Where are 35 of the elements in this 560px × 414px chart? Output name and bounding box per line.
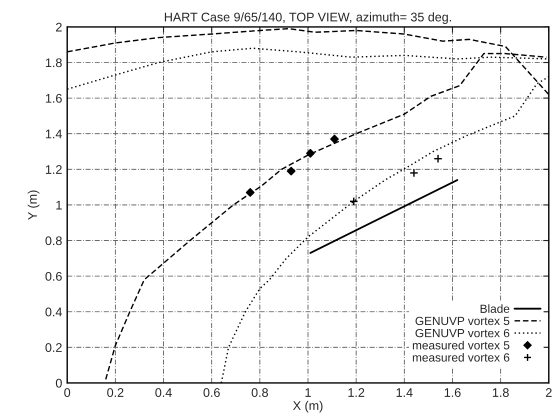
- y-tick-label: 0.4: [45, 308, 62, 316]
- x-tick-label: 1.8: [492, 388, 509, 397]
- y-tick-label: 1.6: [46, 94, 62, 103]
- x-tick-label: 0.4: [155, 388, 172, 397]
- y-tick-label: 1.4: [46, 130, 62, 138]
- legend-label: measured vortex 5: [412, 340, 510, 350]
- y-tick-label: 1: [56, 200, 62, 210]
- legend-label: GENUVP vortex 5: [416, 316, 510, 326]
- x-tick-label: 1.2: [348, 388, 364, 397]
- chart-title: HART Case 9/65/140, TOP VIEW, azimuth= 35 deg.: [164, 12, 452, 24]
- point: [286, 166, 296, 176]
- y-tick-label: 0.6: [45, 272, 62, 281]
- point: [349, 196, 358, 206]
- point: [409, 168, 418, 178]
- y-tick-label: 1.8: [46, 58, 62, 68]
- y-axis-title: Y (m): [28, 190, 40, 220]
- x-tick-label: 1.4: [396, 388, 413, 397]
- y-tick-label: 0.8: [45, 236, 62, 246]
- x-tick-label: 1.6: [444, 388, 461, 397]
- x-tick-label: 0: [64, 388, 70, 397]
- y-tick-label: 2: [56, 22, 62, 32]
- x-tick-label: 0.8: [252, 388, 268, 397]
- x-tick-label: 1: [305, 388, 311, 397]
- x-tick-label: 0.2: [107, 388, 124, 397]
- y-tick-label: 0.2: [45, 343, 62, 352]
- point: [434, 154, 443, 164]
- x-tick-label: 0.6: [203, 388, 220, 397]
- legend-label: GENUVP vortex 6: [416, 328, 510, 338]
- point: [330, 134, 339, 144]
- legend-label: Blade: [480, 304, 510, 313]
- legend-label: measured vortex 6: [412, 353, 510, 362]
- x-tick-label: 2: [546, 388, 552, 397]
- y-tick-label: 0: [56, 378, 62, 388]
- y-tick-label: 1.2: [46, 165, 62, 174]
- x-axis-title: X (m): [293, 400, 322, 412]
